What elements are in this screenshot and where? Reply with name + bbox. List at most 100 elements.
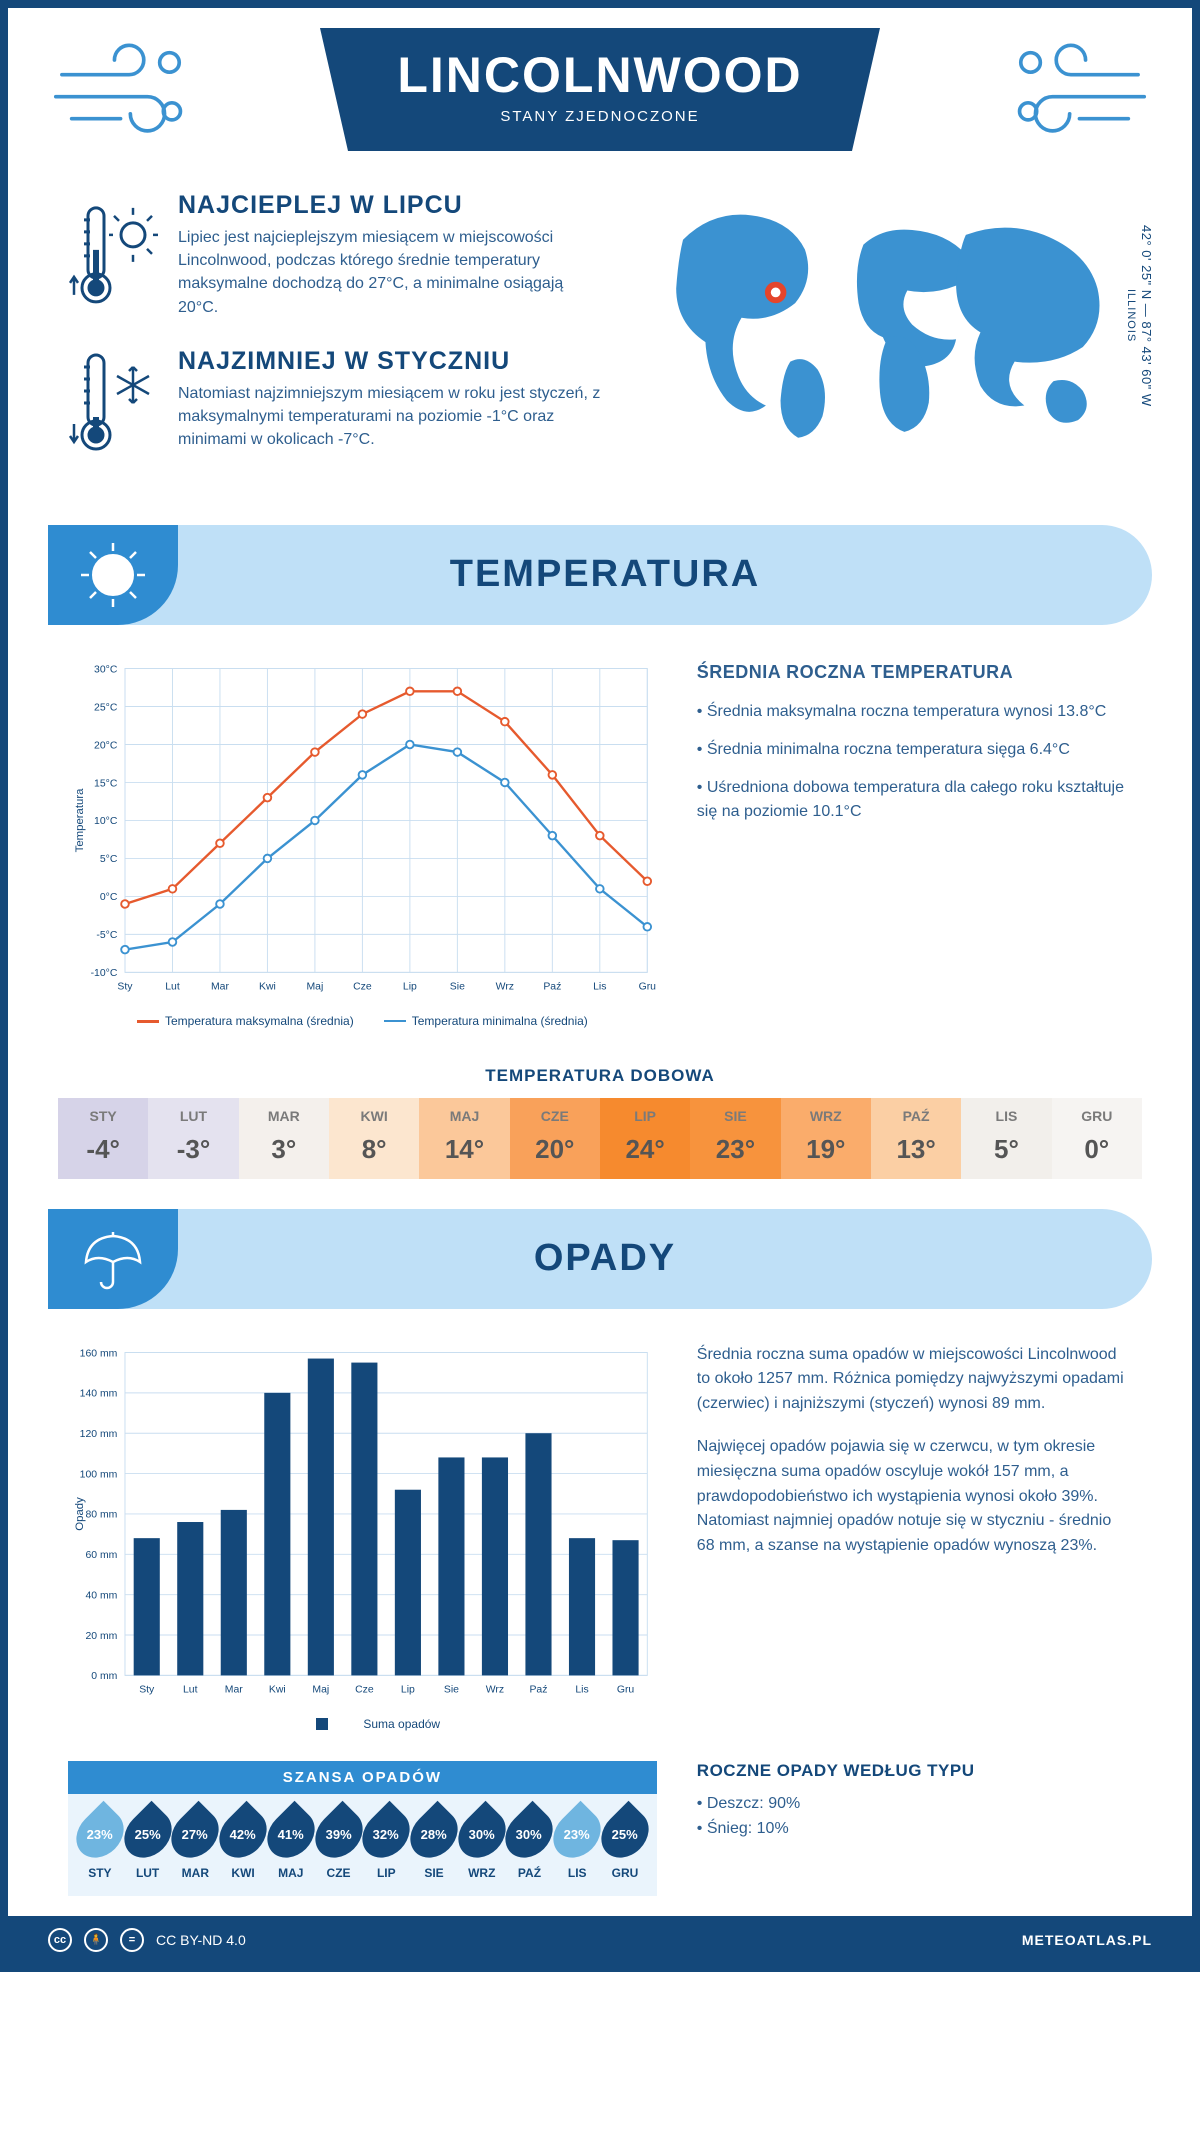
- by-icon: 🧍: [84, 1928, 108, 1952]
- chance-month: WRZ: [458, 1866, 506, 1880]
- chance-cell: 42%KWI: [219, 1808, 267, 1880]
- svg-text:Maj: Maj: [312, 1684, 329, 1695]
- svg-text:Wrz: Wrz: [486, 1684, 504, 1695]
- wind-icon: [1002, 38, 1152, 148]
- daily-month: PAŹ: [871, 1108, 961, 1124]
- temp-annual-title: ŚREDNIA ROCZNA TEMPERATURA: [697, 659, 1132, 686]
- daily-value: -3°: [148, 1134, 238, 1165]
- precip-bar-chart: 0 mm20 mm40 mm60 mm80 mm100 mm120 mm140 …: [68, 1343, 657, 1731]
- daily-temp-cell: PAŹ13°: [871, 1098, 961, 1179]
- temperature-line-chart: -10°C-5°C0°C5°C10°C15°C20°C25°C30°CStyLu…: [68, 659, 657, 1028]
- daily-value: 23°: [690, 1134, 780, 1165]
- svg-text:40 mm: 40 mm: [85, 1590, 117, 1601]
- fact-hot-title: NAJCIEPLEJ W LIPCU: [178, 191, 604, 220]
- license-text: CC BY-ND 4.0: [156, 1932, 246, 1948]
- chance-cell: 25%LUT: [124, 1808, 172, 1880]
- overview-row: NAJCIEPLEJ W LIPCU Lipiec jest najcieple…: [8, 161, 1192, 505]
- chance-drops: 23%STY25%LUT27%MAR42%KWI41%MAJ39%CZE32%L…: [68, 1794, 657, 1884]
- precip-info: Średnia roczna suma opadów w miejscowośc…: [697, 1343, 1132, 1731]
- chance-month: KWI: [219, 1866, 267, 1880]
- precip-chance-box: SZANSA OPADÓW 23%STY25%LUT27%MAR42%KWI41…: [68, 1761, 657, 1896]
- temp-annual-b1: • Średnia maksymalna roczna temperatura …: [697, 700, 1132, 724]
- daily-month: LIS: [961, 1108, 1051, 1124]
- svg-text:0 mm: 0 mm: [91, 1671, 117, 1682]
- section-heading-precip: OPADY: [48, 1209, 1152, 1309]
- daily-temp-cell: WRZ 19°: [781, 1098, 871, 1179]
- svg-text:5°C: 5°C: [100, 854, 118, 865]
- precip-type-box: ROCZNE OPADY WEDŁUG TYPU • Deszcz: 90% •…: [697, 1761, 1132, 1896]
- daily-value: 20°: [510, 1134, 600, 1165]
- chance-cell: 23%STY: [76, 1808, 124, 1880]
- daily-value: -4°: [58, 1134, 148, 1165]
- wind-icon: [48, 38, 198, 148]
- city-name: LINCOLNWOOD: [390, 46, 810, 104]
- svg-text:Wrz: Wrz: [496, 981, 514, 992]
- svg-text:Sty: Sty: [117, 981, 133, 992]
- svg-text:Lut: Lut: [183, 1684, 198, 1695]
- svg-text:15°C: 15°C: [94, 778, 118, 789]
- precip-p1: Średnia roczna suma opadów w miejscowośc…: [697, 1343, 1132, 1417]
- daily-month: SIE: [690, 1108, 780, 1124]
- svg-text:Sie: Sie: [444, 1684, 459, 1695]
- svg-text:140 mm: 140 mm: [80, 1388, 118, 1399]
- nd-icon: =: [120, 1928, 144, 1952]
- svg-text:10°C: 10°C: [94, 816, 118, 827]
- svg-text:20 mm: 20 mm: [85, 1630, 117, 1641]
- section-heading-temperature: TEMPERATURA: [48, 525, 1152, 625]
- thermometer-snow-icon: [68, 347, 158, 457]
- chance-title: SZANSA OPADÓW: [68, 1761, 657, 1794]
- fact-coldest: NAJZIMNIEJ W STYCZNIU Natomiast najzimni…: [68, 347, 604, 457]
- daily-month: MAJ: [419, 1108, 509, 1124]
- daily-month: KWI: [329, 1108, 419, 1124]
- thermometer-sun-icon: [68, 191, 158, 319]
- svg-text:Gru: Gru: [617, 1684, 635, 1695]
- daily-value: 8°: [329, 1134, 419, 1165]
- svg-text:Gru: Gru: [639, 981, 657, 992]
- svg-text:Mar: Mar: [211, 981, 229, 992]
- fact-cold-title: NAJZIMNIEJ W STYCZNIU: [178, 347, 604, 376]
- daily-value: 19°: [781, 1134, 871, 1165]
- svg-text:25°C: 25°C: [94, 702, 118, 713]
- footer: cc 🧍 = CC BY-ND 4.0 METEOATLAS.PL: [8, 1916, 1192, 1964]
- daily-temp-cell: LIS5°: [961, 1098, 1051, 1179]
- footer-license: cc 🧍 = CC BY-ND 4.0: [48, 1928, 246, 1952]
- daily-temp-strip: STY-4°LUT-3°MAR3°KWI8°MAJ14°CZE20°LIP24°…: [58, 1098, 1142, 1179]
- precip-p2: Najwięcej opadów pojawia się w czerwcu, …: [697, 1435, 1132, 1559]
- daily-temp-cell: LIP24°: [600, 1098, 690, 1179]
- chance-month: MAR: [171, 1866, 219, 1880]
- svg-text:Lip: Lip: [403, 981, 417, 992]
- daily-value: 14°: [419, 1134, 509, 1165]
- svg-text:Paź: Paź: [529, 1684, 547, 1695]
- svg-text:0°C: 0°C: [100, 892, 118, 903]
- map-svg: [644, 191, 1132, 445]
- svg-text:Lis: Lis: [575, 1684, 588, 1695]
- daily-temp-title: TEMPERATURA DOBOWA: [8, 1066, 1192, 1086]
- svg-text:Paź: Paź: [543, 981, 561, 992]
- daily-temp-cell: GRU 0°: [1052, 1098, 1142, 1179]
- chance-month: SIE: [410, 1866, 458, 1880]
- temp-chart-legend: Temperatura maksymalna (średnia) Tempera…: [68, 1014, 657, 1028]
- daily-month: WRZ: [781, 1108, 871, 1124]
- chance-month: LIP: [362, 1866, 410, 1880]
- svg-text:30°C: 30°C: [94, 664, 118, 675]
- daily-month: MAR: [239, 1108, 329, 1124]
- chance-cell: 23%LIS: [553, 1808, 601, 1880]
- chance-month: CZE: [315, 1866, 363, 1880]
- chance-month: PAŹ: [506, 1866, 554, 1880]
- daily-month: GRU: [1052, 1108, 1142, 1124]
- precip-type-snow: • Śnieg: 10%: [697, 1816, 1132, 1842]
- chance-cell: 30%WRZ: [458, 1808, 506, 1880]
- chance-month: LIS: [553, 1866, 601, 1880]
- svg-text:20°C: 20°C: [94, 740, 118, 751]
- fact-hottest: NAJCIEPLEJ W LIPCU Lipiec jest najcieple…: [68, 191, 604, 319]
- daily-value: 24°: [600, 1134, 690, 1165]
- daily-value: 0°: [1052, 1134, 1142, 1165]
- chance-month: STY: [76, 1866, 124, 1880]
- chance-cell: 28%SIE: [410, 1808, 458, 1880]
- section-title: OPADY: [178, 1237, 1152, 1280]
- svg-text:Temperatura: Temperatura: [74, 788, 86, 853]
- raindrop-icon: 25%: [592, 1800, 658, 1866]
- svg-text:100 mm: 100 mm: [80, 1469, 118, 1480]
- chance-cell: 39%CZE: [315, 1808, 363, 1880]
- daily-month: LUT: [148, 1108, 238, 1124]
